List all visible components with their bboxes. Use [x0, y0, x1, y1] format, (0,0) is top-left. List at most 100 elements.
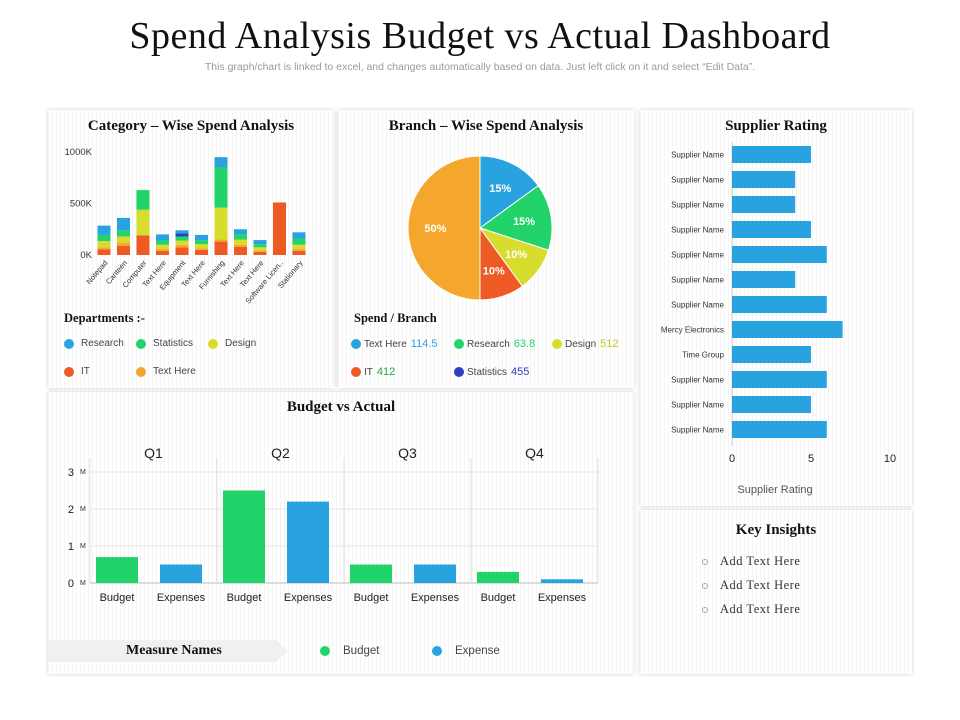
rating-bar	[732, 221, 811, 238]
bar-category-label: Budget	[481, 592, 516, 604]
y-tick-unit: M	[80, 543, 86, 550]
bar-segment	[214, 239, 228, 242]
bullet-icon	[702, 606, 708, 613]
y-tick-unit: M	[80, 580, 86, 587]
budget-bar	[223, 490, 265, 583]
bullet-icon	[702, 558, 708, 565]
bar-segment	[214, 207, 228, 240]
bar-segment	[97, 225, 111, 235]
x-tick-label: 0	[729, 453, 735, 465]
page-subtitle: This graph/chart is linked to excel, and…	[204, 61, 756, 73]
branch-legend-it: IT 412	[351, 366, 395, 378]
budget-panel-title: Budget vs Actual	[286, 399, 396, 415]
supplier-name-label: Supplier Name	[671, 376, 724, 385]
bar-category-label: Expenses	[284, 592, 333, 604]
bar-segment	[292, 238, 306, 245]
branch-legend-text-here-value: 114.5	[410, 338, 438, 350]
supplier-rating-chart: Supplier Name Supplier Name Supplier Name S…	[661, 142, 896, 496]
bar-segment	[156, 234, 169, 241]
legend-budget: Budget	[320, 645, 379, 657]
legend-design-label: Design	[225, 338, 257, 349]
supplier-name-label: Supplier Name	[671, 176, 724, 185]
branch-legend-research-value: 63.8	[513, 338, 536, 350]
bar-category-label: Budget	[354, 592, 389, 604]
pie-slice	[478, 184, 553, 251]
bar-segment	[253, 251, 267, 255]
pie-slice-label: 10%	[505, 249, 527, 261]
bar-segment	[97, 234, 111, 242]
supplier-name-label: Supplier Name	[671, 226, 724, 235]
bar-segment	[117, 242, 130, 246]
quarter-label: Q4	[525, 445, 544, 461]
legend-expense-label: Expense	[455, 645, 500, 657]
bar-segment	[253, 247, 267, 251]
branch-legend-text-here-label: Text Here	[364, 338, 407, 350]
rating-bar	[732, 371, 827, 388]
bar-segment	[117, 236, 130, 243]
pie-slice-label: 15%	[513, 216, 535, 228]
branch-legend-research-swatch	[454, 339, 464, 349]
branch-legend-text-here: Text Here 114.5	[351, 338, 438, 350]
pie-slice	[479, 155, 539, 229]
bar-segment	[136, 235, 150, 255]
y-tick-label: 3	[68, 467, 74, 479]
supplier-name-label: Supplier Name	[671, 401, 724, 410]
branch-legend-it-label: IT	[364, 366, 373, 378]
bar-segment	[195, 248, 208, 250]
supplier-name-label: Supplier Name	[671, 151, 724, 160]
insight-item: Add Text Here	[702, 554, 800, 569]
bar-category-label: Expenses	[411, 592, 460, 604]
measure-names-title: Measure Names	[126, 643, 222, 658]
branch-legend-research: Research 63.8	[454, 338, 535, 350]
bar-segment	[234, 229, 247, 235]
bar-segment	[156, 240, 169, 245]
legend-budget-label: Budget	[343, 645, 380, 657]
supplier-panel-title: Supplier Rating	[725, 118, 827, 134]
legend-expense-swatch	[432, 646, 442, 656]
bar-segment	[195, 240, 208, 245]
legend-research-swatch	[64, 338, 74, 349]
bar-segment	[292, 248, 306, 251]
branch-legend-it-value: 412	[376, 366, 396, 378]
bar-segment	[234, 239, 247, 245]
rating-bar	[732, 196, 796, 213]
bar-segment	[136, 190, 150, 210]
insights-panel: Key Insights Add Text Here Add Text Here…	[640, 510, 912, 674]
legend-it: IT	[64, 366, 90, 377]
branch-legend-design: Design 512	[552, 338, 619, 350]
legend-it-swatch	[64, 366, 74, 377]
branch-legend-statistics-value: 455	[511, 366, 530, 378]
branch-legend-statistics-swatch	[454, 367, 464, 377]
bar-category-label: Expenses	[538, 592, 587, 604]
y-tick-label: 1	[68, 541, 74, 553]
category-panel: Category – Wise Spend Analysis 0K 500K 100…	[48, 110, 334, 388]
bar-segment	[97, 241, 111, 248]
rating-bar	[732, 296, 827, 313]
legend-text-here: Text Here	[136, 366, 196, 377]
bar-segment	[156, 250, 169, 255]
quarter-label: Q2	[271, 445, 290, 461]
bullet-icon	[702, 582, 708, 589]
legend-design-swatch	[208, 338, 218, 349]
insights-panel-title: Key Insights	[735, 522, 817, 538]
bar-segment	[117, 230, 130, 237]
branch-legend-statistics-label: Statistics	[467, 366, 508, 378]
legend-budget-swatch	[320, 646, 330, 656]
budget-bar	[350, 564, 392, 583]
budget-bar	[477, 571, 519, 583]
bar-category-label: Budget	[100, 592, 135, 604]
legend-research-label: Research	[81, 338, 124, 349]
supplier-name-label: Supplier Name	[671, 201, 724, 210]
legend-text-here-swatch	[136, 366, 146, 377]
bar-segment	[195, 244, 208, 249]
bar-segment	[214, 167, 228, 208]
rating-bar	[732, 396, 811, 413]
bar-segment	[175, 236, 189, 241]
branch-panel-title: Branch – Wise Spend Analysis	[388, 118, 584, 134]
bar-segment	[253, 244, 267, 248]
branch-panel: Branch – Wise Spend Analysis 15% 15% 10% 10…	[338, 110, 634, 388]
legend-text-here-label: Text Here	[153, 366, 196, 377]
budget-bar	[96, 557, 138, 583]
budget-panel: Budget vs Actual 0 M 1 M 2 M 3 M Q1 Budget Expense…	[48, 392, 634, 674]
